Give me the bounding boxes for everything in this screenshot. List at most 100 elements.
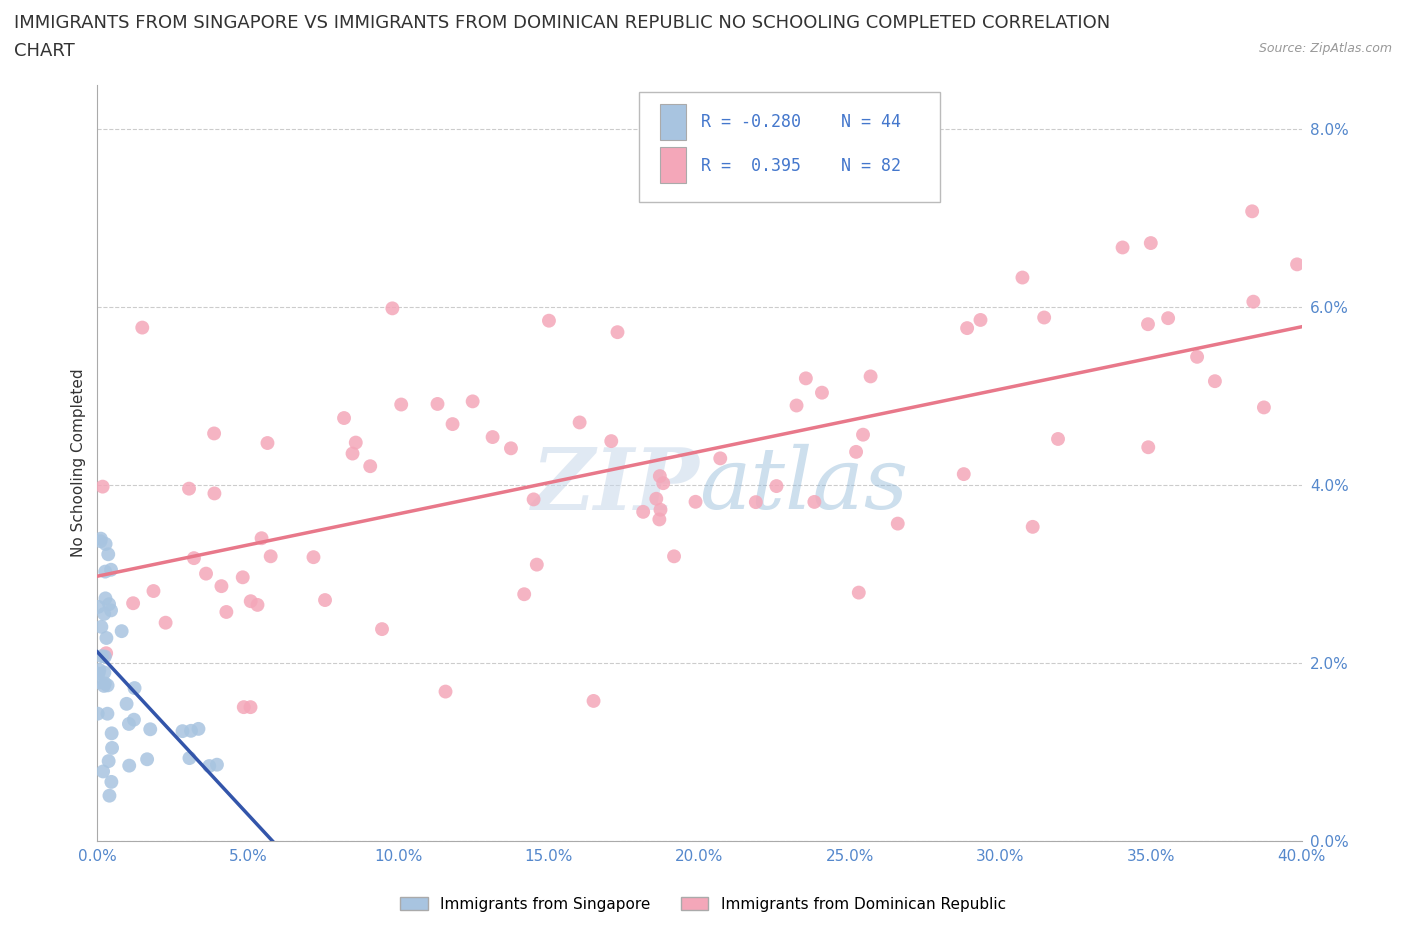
Point — [523, 492, 546, 507]
Point — [118, 716, 141, 731]
Point — [1157, 311, 1180, 325]
Point — [648, 469, 671, 484]
Point — [94, 676, 117, 691]
Point — [1136, 317, 1159, 332]
Point — [98, 597, 121, 612]
Point — [202, 426, 225, 441]
FancyBboxPatch shape — [659, 147, 686, 183]
Point — [344, 435, 367, 450]
Point — [246, 597, 269, 612]
Point — [1241, 204, 1264, 219]
Point — [96, 706, 118, 721]
Point — [260, 549, 283, 564]
Text: Source: ZipAtlas.com: Source: ZipAtlas.com — [1258, 42, 1392, 55]
Point — [87, 600, 110, 615]
Point — [94, 649, 117, 664]
Point — [100, 775, 122, 790]
Point — [956, 321, 979, 336]
Y-axis label: No Schooling Completed: No Schooling Completed — [72, 368, 86, 557]
Point — [94, 537, 117, 551]
Legend: Immigrants from Singapore, Immigrants from Dominican Republic: Immigrants from Singapore, Immigrants fr… — [394, 890, 1012, 918]
Point — [124, 681, 146, 696]
Point — [1111, 240, 1133, 255]
Point — [139, 722, 162, 737]
Point — [314, 592, 336, 607]
Point — [803, 495, 825, 510]
Point — [631, 504, 654, 519]
Point — [969, 312, 991, 327]
Point — [359, 458, 381, 473]
Point — [811, 385, 834, 400]
Point — [1137, 440, 1160, 455]
Point — [209, 578, 232, 593]
Point — [568, 415, 591, 430]
Point — [648, 512, 671, 527]
Point — [709, 451, 731, 466]
Point — [606, 325, 628, 339]
Point — [198, 759, 221, 774]
Point — [342, 446, 364, 461]
Point — [97, 678, 120, 693]
Point — [650, 502, 672, 517]
Point — [1047, 432, 1070, 446]
Point — [93, 679, 115, 694]
Point — [887, 516, 910, 531]
Point — [142, 584, 165, 599]
Point — [94, 591, 117, 605]
Point — [582, 694, 605, 709]
Point — [90, 649, 112, 664]
Point — [96, 645, 118, 660]
Point — [179, 751, 201, 765]
Point — [600, 433, 623, 448]
FancyBboxPatch shape — [640, 92, 941, 202]
Point — [172, 724, 194, 738]
Text: IMMIGRANTS FROM SINGAPORE VS IMMIGRANTS FROM DOMINICAN REPUBLIC NO SCHOOLING COM: IMMIGRANTS FROM SINGAPORE VS IMMIGRANTS … — [14, 14, 1111, 32]
Point — [94, 565, 117, 579]
Point — [1241, 294, 1264, 309]
Point — [131, 320, 153, 335]
Point — [87, 706, 110, 721]
Point — [848, 585, 870, 600]
Point — [845, 445, 868, 459]
Point — [441, 417, 464, 432]
Point — [115, 697, 138, 711]
Point — [389, 397, 412, 412]
Point — [90, 534, 112, 549]
Point — [90, 619, 112, 634]
Point — [852, 427, 875, 442]
Point — [526, 557, 548, 572]
Point — [794, 371, 817, 386]
Point — [97, 753, 120, 768]
Point — [685, 495, 707, 510]
Text: atlas: atlas — [699, 444, 908, 526]
Point — [122, 712, 145, 727]
Point — [371, 621, 394, 636]
Point — [89, 663, 111, 678]
Point — [111, 624, 134, 639]
Point — [652, 476, 675, 491]
Point — [180, 724, 202, 738]
Text: R = -0.280    N = 44: R = -0.280 N = 44 — [700, 113, 901, 131]
Point — [434, 684, 457, 699]
Point — [250, 531, 273, 546]
Point — [239, 699, 262, 714]
Point — [90, 531, 112, 546]
Point — [1021, 519, 1043, 534]
Point — [118, 758, 141, 773]
Point — [96, 631, 118, 645]
Point — [1185, 350, 1208, 365]
Point — [537, 313, 560, 328]
Point — [745, 495, 768, 510]
Point — [786, 398, 808, 413]
Point — [177, 481, 200, 496]
Point — [239, 593, 262, 608]
Point — [952, 467, 974, 482]
Point — [100, 726, 122, 741]
Point — [87, 666, 110, 681]
Point — [256, 435, 278, 450]
Point — [859, 369, 882, 384]
Point — [87, 675, 110, 690]
Point — [183, 551, 205, 565]
Point — [1011, 270, 1033, 285]
Point — [381, 301, 404, 316]
